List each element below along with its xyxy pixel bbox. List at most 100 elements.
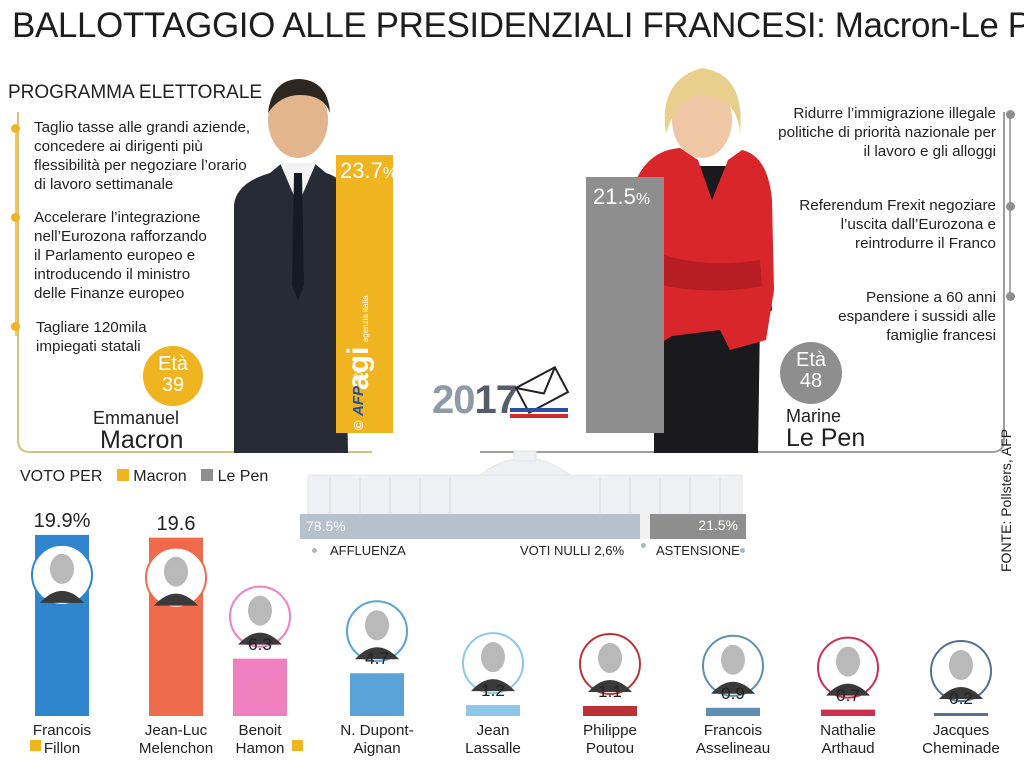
candidate-bar <box>233 658 287 716</box>
avatar-head <box>248 595 272 626</box>
affluenza-dot <box>312 548 317 553</box>
bullet-dot <box>1006 110 1015 119</box>
macron-first-name: Emmanuel <box>93 408 180 428</box>
legend-macron: Macron <box>133 468 187 485</box>
macron-age-label: Età <box>157 353 189 375</box>
avatar-body <box>588 679 632 692</box>
candidate-bar <box>466 705 520 716</box>
afp-logo-text: AFP <box>350 385 367 416</box>
avatar-head <box>365 610 389 641</box>
candidate-name: Jean Lassalle <box>438 722 548 758</box>
lepen-frame <box>480 112 1005 453</box>
affluenza-label: AFFLUENZA <box>330 543 406 558</box>
candidate-name-line2: Fillon <box>43 740 81 757</box>
afp-copy: © <box>351 420 366 430</box>
lepen-pct-value: 21.5 <box>593 184 636 209</box>
candidate-name-line1: Francois <box>703 722 763 739</box>
candidate-name-line2: Hamon <box>235 740 285 757</box>
macron-result-bar <box>336 155 393 433</box>
envelope-icon <box>510 366 570 418</box>
candidate-name: Jean-Luc Melenchon <box>121 722 231 758</box>
candidate-name-line2: Arthaud <box>821 740 875 757</box>
first-round-chart <box>31 534 992 716</box>
candidate-name-line1: Jean-Luc <box>144 722 208 739</box>
macron-last-name: Macron <box>100 426 184 454</box>
lepen-pct: 21.5% <box>593 184 650 210</box>
lepen-portrait <box>628 68 774 453</box>
candidate-bar <box>934 713 988 716</box>
candidate-bar <box>350 673 404 716</box>
lepen-age-label: Età <box>795 349 827 371</box>
legend-swatch-macron <box>116 469 129 481</box>
year-prefix: 20 <box>432 378 475 422</box>
avatar-body <box>355 647 399 660</box>
macron-pct: 23.7% <box>340 158 397 184</box>
avatar-body <box>711 681 755 694</box>
candidate-name-line2: Asselineau <box>695 740 771 757</box>
candidate-name-line1: Benoit <box>238 722 282 739</box>
lepen-first-name: Marine <box>786 406 842 426</box>
candidate-name-line2: Melenchon <box>138 740 214 757</box>
candidate-name-line2: Aignan <box>353 740 401 757</box>
candidate-value: 0.2 <box>949 689 973 708</box>
nulli-dot <box>641 543 646 548</box>
programma-title: PROGRAMMA ELETTORALE <box>8 82 263 103</box>
candidate-value: 4.7 <box>365 649 389 669</box>
bullet-dot <box>1006 202 1015 211</box>
astensione-dot <box>740 548 745 553</box>
lepen-pct-symbol: % <box>635 191 651 208</box>
candidate-bar <box>583 705 637 716</box>
avatar-body <box>238 632 282 645</box>
affluenza-segment <box>300 514 640 539</box>
candidate-name-line1: Jacques <box>932 722 990 739</box>
candidate-value: 1.2 <box>481 681 505 701</box>
candidate-bar <box>706 707 760 716</box>
astensione-label: ASTENSIONE <box>656 543 740 558</box>
avatar-head <box>598 642 622 673</box>
candidate-name-line1: N. Dupont- <box>340 722 414 739</box>
candidate-name-line1: Francois <box>32 722 92 739</box>
bullet-dot <box>11 124 20 133</box>
lepen-last-name: Le Pen <box>786 424 866 452</box>
macron-age-badge: Età 39 <box>143 346 203 406</box>
candidate-bar <box>821 709 875 716</box>
avatar-head <box>836 646 860 677</box>
candidate-name: Francois Fillon <box>7 722 117 758</box>
bullet-dot <box>11 213 20 222</box>
candidate-name-line1: Nathalie <box>820 722 876 739</box>
year-logo: 2017 <box>432 378 518 423</box>
affluenza-value: 78.5% <box>306 518 346 534</box>
voto-legend: VOTO PER Macron Le Pen <box>20 468 268 486</box>
avatar-head <box>164 556 188 587</box>
macron-frame <box>17 112 372 453</box>
avatar-head <box>50 553 74 584</box>
turnout-bar: 78.5% 21.5% <box>300 514 746 539</box>
voto-label: VOTO PER <box>20 468 103 485</box>
candidate-name-line2: Poutou <box>585 740 635 757</box>
candidate-name: Francois Asselineau <box>678 722 788 758</box>
legend-lepen: Le Pen <box>217 468 269 485</box>
bullet-dot <box>1006 292 1015 301</box>
avatar-body <box>939 687 983 699</box>
candidate-name: Jacques Cheminade <box>906 722 1016 758</box>
candidate-name: Benoit Hamon <box>205 722 315 758</box>
astensione-segment <box>650 514 746 539</box>
candidate-value: 19.9% <box>33 509 91 532</box>
avatar-head <box>721 644 745 675</box>
nulli-label: VOTI NULLI 2,6% <box>520 543 625 558</box>
lepen-age-badge: Età 48 <box>780 342 842 404</box>
candidate-value: 0.7 <box>836 685 860 705</box>
macron-point-1: Taglio tasse alle grandi aziende, conced… <box>34 119 251 193</box>
avatar-body <box>40 590 84 603</box>
macron-point-2: Accelerare l’integrazione nell’Eurozona … <box>34 209 207 302</box>
avatar-body <box>826 683 870 696</box>
building-graphic <box>307 450 743 515</box>
afp-copy-2: © <box>351 371 366 382</box>
candidate-name-line1: Jean <box>476 722 510 739</box>
candidate-name: Philippe Poutou <box>555 722 665 758</box>
avatar-head <box>949 650 973 680</box>
candidate-value: 1.1 <box>598 681 622 701</box>
lepen-age-value: 48 <box>799 370 823 392</box>
macron-point-3: Tagliare 120mila impiegati statali <box>36 319 147 355</box>
